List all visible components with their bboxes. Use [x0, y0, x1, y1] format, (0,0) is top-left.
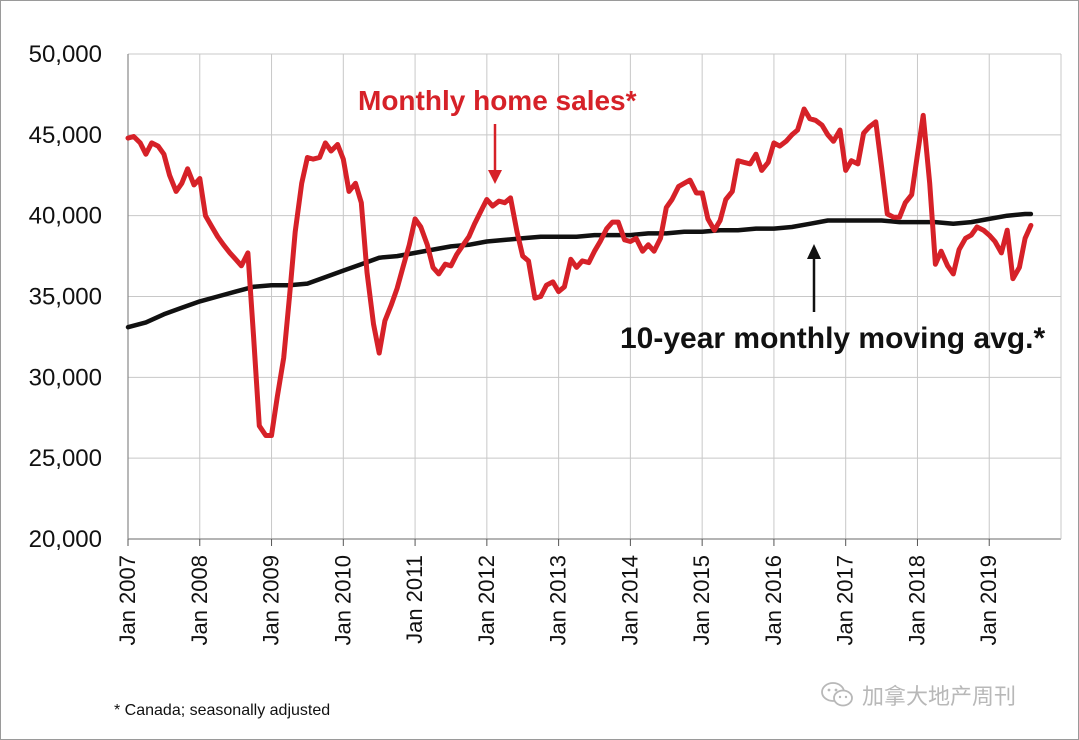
x-tick-label: Jan 2010 [330, 555, 355, 646]
y-tick-label: 35,000 [29, 284, 102, 311]
x-tick-label: Jan 2009 [259, 555, 284, 646]
x-tick-label: Jan 2014 [617, 555, 642, 646]
x-tick-label: Jan 2011 [402, 555, 427, 644]
series-group [125, 106, 1034, 438]
annotations: Monthly home sales* 10-year monthly movi… [358, 85, 1045, 355]
moving-avg-line [125, 211, 1034, 330]
y-tick-label: 50,000 [29, 41, 102, 68]
monthly-sales-line [125, 106, 1034, 438]
x-tick-label: Jan 2019 [976, 555, 1001, 646]
x-tick-label: Jan 2013 [546, 555, 571, 646]
x-tick-label: Jan 2017 [833, 555, 858, 646]
footnote: * Canada; seasonally adjusted [114, 702, 331, 719]
y-tick-label: 25,000 [29, 445, 102, 472]
grid-lines [128, 53, 1061, 539]
x-tick-label: Jan 2012 [474, 555, 499, 646]
wechat-icon [821, 682, 853, 707]
x-tick-label: Jan 2015 [689, 555, 714, 646]
x-tick-label: Jan 2018 [904, 555, 929, 646]
y-axis-ticks: 20,000 25,000 30,000 35,000 40,000 45,000 50,0… [29, 41, 102, 553]
y-tick-label: 20,000 [29, 526, 102, 553]
y-tick-label: 45,000 [29, 122, 102, 149]
y-tick-label: 40,000 [29, 203, 102, 230]
x-tick-label: Jan 2007 [115, 555, 140, 646]
monthly-sales-arrow-head [488, 170, 502, 184]
moving-avg-arrow-head [807, 244, 821, 259]
x-tick-label: Jan 2008 [187, 555, 212, 646]
y-tick-label: 30,000 [29, 364, 102, 391]
x-axis-ticks: Jan 2007 Jan 2008 Jan 2009 Jan 2010 Jan 2011… [115, 539, 1001, 646]
x-tick-label: Jan 2016 [761, 555, 786, 646]
axes [127, 54, 1062, 540]
moving-avg-label: 10-year monthly moving avg.* [620, 322, 1045, 355]
watermark-text: 加拿大地产周刊 [862, 685, 1017, 710]
monthly-sales-label: Monthly home sales* [358, 85, 637, 116]
watermark: 加拿大地产周刊 [820, 679, 1016, 711]
